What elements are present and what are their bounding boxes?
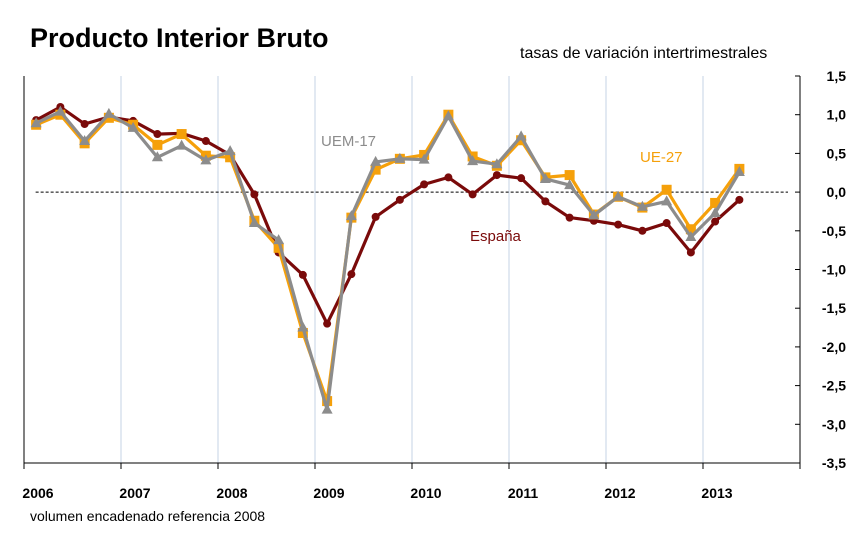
point-uem17 [151, 151, 163, 162]
point-ue27 [152, 139, 163, 150]
ytick-label: 1,5 [827, 68, 847, 84]
xtick-label-2007: 2007 [119, 485, 150, 501]
xtick-label-2010: 2010 [410, 485, 441, 501]
point-espana [371, 212, 380, 221]
ytick-label: -1,0 [822, 262, 846, 278]
point-espana [201, 137, 210, 146]
point-espana [323, 319, 332, 328]
point-uem17 [273, 234, 285, 245]
ytick-label: 0,0 [827, 184, 847, 200]
point-espana [735, 195, 744, 204]
series-labels: UEM-17 UE-27 España [321, 133, 683, 245]
point-uem17 [564, 179, 576, 190]
point-espana [298, 270, 307, 279]
point-espana [395, 195, 404, 204]
series-label-uem17: UEM-17 [321, 133, 376, 150]
ytick-label: -0,5 [822, 223, 846, 239]
chart-footnote: volumen encadenado referencia 2008 [30, 508, 265, 524]
point-ue27 [370, 164, 381, 175]
point-espana [614, 220, 623, 229]
point-espana [686, 248, 695, 257]
point-espana [80, 119, 89, 128]
chart-subtitle: tasas de variación intertrimestrales [520, 45, 767, 62]
axes: 1,5 1,0 0,5 0,0 -0,5 -1,0 -1,5 -2,0 -2,5 -3,0 -3,5… [22, 68, 846, 501]
point-ue27 [685, 224, 696, 235]
point-uem17 [297, 321, 309, 332]
point-uem17 [103, 107, 115, 118]
point-espana [420, 180, 429, 189]
point-uem17 [661, 195, 673, 206]
point-espana [517, 174, 526, 183]
point-ue27 [564, 170, 575, 181]
point-espana [153, 130, 162, 139]
series-line-uem17 [35, 109, 741, 412]
series-ue27 [31, 109, 745, 407]
point-uem17 [127, 121, 139, 132]
point-uem17 [467, 155, 479, 166]
point-espana [638, 226, 647, 235]
series-label-espana: España [470, 228, 522, 245]
xtick-label-2011: 2011 [508, 485, 539, 501]
point-uem17 [176, 139, 188, 150]
series-line-ue27 [35, 113, 741, 403]
point-uem17 [321, 403, 333, 414]
ytick-label: -1,5 [822, 300, 846, 316]
point-uem17 [418, 153, 430, 164]
point-uem17 [442, 110, 454, 121]
point-espana [492, 171, 501, 180]
point-uem17 [491, 158, 503, 169]
point-ue27 [176, 129, 187, 140]
point-uem17 [224, 145, 236, 156]
point-uem17 [248, 217, 260, 228]
point-uem17 [79, 135, 91, 146]
point-ue27 [273, 242, 284, 253]
point-uem17 [370, 155, 382, 166]
ytick-label: -3,5 [822, 455, 846, 471]
point-ue27 [710, 197, 721, 208]
point-uem17 [30, 117, 42, 128]
point-espana [711, 217, 720, 226]
series-uem17 [30, 105, 745, 414]
xtick-label-2013: 2013 [701, 485, 732, 501]
point-espana [347, 270, 356, 279]
chart-title: Producto Interior Bruto [30, 23, 329, 53]
xtick-label-2009: 2009 [313, 485, 344, 501]
point-espana [250, 190, 259, 199]
point-uem17 [685, 230, 697, 241]
xtick-label-2008: 2008 [216, 485, 247, 501]
ytick-label: 1,0 [827, 107, 847, 123]
point-espana [444, 173, 453, 182]
point-espana [662, 219, 671, 228]
ytick-label: -2,5 [822, 378, 846, 394]
point-uem17 [733, 165, 745, 176]
ytick-label: 0,5 [827, 145, 847, 161]
grid [35, 76, 801, 463]
ytick-label: -3,0 [822, 416, 846, 432]
point-ue27 [225, 152, 236, 163]
point-espana [468, 190, 477, 199]
point-ue27 [661, 184, 672, 195]
point-uem17 [612, 190, 624, 201]
point-uem17 [588, 209, 600, 220]
series-line-espana [35, 105, 741, 326]
point-espana [565, 213, 574, 222]
series [30, 102, 745, 414]
point-uem17 [515, 130, 527, 141]
xtick-label-2006: 2006 [22, 485, 53, 501]
xtick-label-2012: 2012 [604, 485, 635, 501]
point-uem17 [394, 152, 406, 163]
point-espana [541, 197, 550, 206]
point-uem17 [539, 172, 551, 183]
point-uem17 [200, 154, 212, 165]
point-uem17 [54, 105, 66, 116]
series-label-ue27: UE-27 [640, 149, 683, 166]
point-uem17 [636, 200, 648, 211]
point-uem17 [345, 210, 357, 221]
point-uem17 [709, 206, 721, 217]
ytick-label: -2,0 [822, 339, 846, 355]
